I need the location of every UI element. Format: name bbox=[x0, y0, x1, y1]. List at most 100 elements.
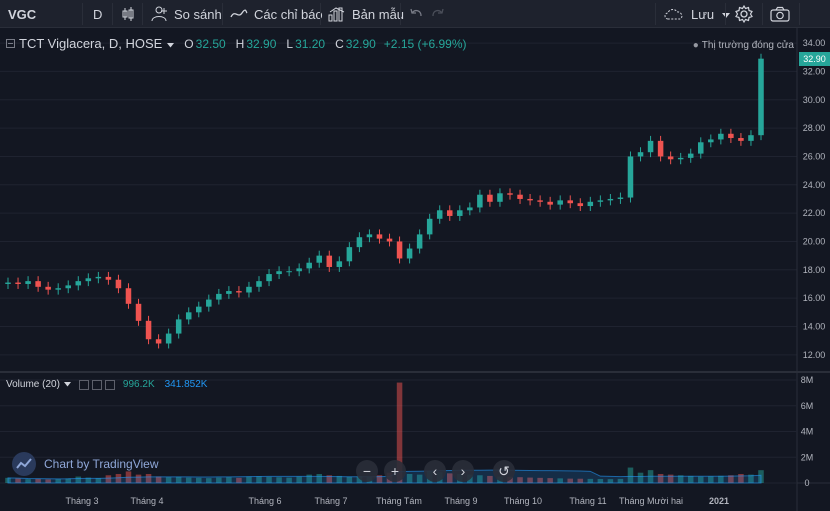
interval-button[interactable]: D bbox=[93, 0, 102, 28]
volume-bar bbox=[326, 475, 333, 483]
symbol-menu-icon[interactable] bbox=[167, 37, 175, 51]
volume-bar bbox=[155, 476, 162, 483]
eye-icon[interactable] bbox=[78, 379, 89, 390]
volume-bar bbox=[687, 475, 694, 483]
candle-body bbox=[346, 247, 353, 262]
symbol-title[interactable]: TCT Viglacera, D, HOSE bbox=[19, 36, 163, 51]
volume-bar bbox=[95, 478, 102, 483]
candle-body bbox=[296, 268, 302, 272]
candle-body bbox=[738, 138, 744, 141]
volume-bar bbox=[306, 474, 312, 483]
redo-button[interactable] bbox=[430, 0, 452, 28]
close-small-icon[interactable] bbox=[104, 379, 115, 390]
candle-body bbox=[416, 234, 423, 249]
volume-bar bbox=[336, 475, 343, 483]
candle-body bbox=[406, 248, 413, 259]
templates-icon bbox=[328, 6, 346, 22]
last-price-tag: 32.90 bbox=[799, 52, 830, 66]
zoom-in-button[interactable]: + bbox=[384, 460, 406, 482]
toolbar-divider bbox=[799, 3, 800, 25]
templates-button[interactable]: Bản mẫu bbox=[328, 0, 404, 28]
volume-tick-label: 6M bbox=[801, 401, 814, 411]
candle-body bbox=[467, 207, 473, 211]
volume-bar bbox=[276, 477, 282, 483]
plus-icon: + bbox=[390, 463, 400, 479]
tradingview-watermark[interactable]: Chart by TradingView bbox=[12, 452, 159, 476]
candle-body bbox=[386, 238, 393, 242]
candle-body bbox=[587, 201, 594, 207]
price-tick-label: 32.00 bbox=[803, 66, 826, 76]
close-value: 32.90 bbox=[345, 36, 376, 51]
price-tick-label: 22.00 bbox=[803, 208, 826, 218]
compare-label: So sánh bbox=[174, 6, 222, 22]
toolbar-divider bbox=[82, 3, 83, 25]
volume-bar bbox=[185, 477, 192, 483]
candle-body bbox=[165, 333, 172, 344]
time-tick-label: 2021 bbox=[709, 496, 729, 506]
minus-icon: − bbox=[362, 463, 372, 479]
volume-legend: Volume (20) 996.2K 341.852K bbox=[6, 379, 207, 390]
settings-button[interactable] bbox=[734, 0, 760, 28]
snapshot-button[interactable] bbox=[770, 0, 796, 28]
volume-bar bbox=[55, 479, 61, 483]
undo-icon bbox=[408, 6, 424, 22]
candle-body bbox=[256, 281, 262, 287]
redo-icon bbox=[430, 6, 446, 22]
candle-body bbox=[5, 282, 11, 284]
candle-body bbox=[115, 279, 122, 289]
volume-bar bbox=[406, 473, 413, 483]
candle-body bbox=[35, 281, 41, 287]
toolbar-divider bbox=[112, 3, 113, 25]
volume-bar bbox=[728, 475, 734, 483]
undo-button[interactable] bbox=[408, 0, 430, 28]
high-value: 32.90 bbox=[246, 36, 277, 51]
settings-small-icon[interactable] bbox=[91, 379, 102, 390]
candle-body bbox=[155, 339, 162, 344]
candle-body bbox=[708, 139, 714, 143]
candle-body bbox=[195, 306, 202, 313]
indicators-button[interactable]: Các chỉ báo bbox=[230, 0, 323, 28]
volume-bar bbox=[567, 478, 574, 483]
volume-bar bbox=[697, 476, 704, 483]
candle-body bbox=[728, 133, 734, 139]
candle-body bbox=[487, 194, 493, 202]
zoom-out-button[interactable]: − bbox=[356, 460, 378, 482]
scroll-left-button[interactable]: ‹ bbox=[424, 460, 446, 482]
volume-value: 996.2K bbox=[122, 379, 155, 390]
candle-body bbox=[547, 201, 553, 205]
scroll-right-button[interactable]: › bbox=[452, 460, 474, 482]
price-tick-label: 28.00 bbox=[803, 123, 826, 133]
volume-bar bbox=[216, 477, 222, 483]
price-tick-label: 14.00 bbox=[803, 321, 826, 331]
compare-button[interactable]: So sánh bbox=[150, 0, 222, 28]
volume-bar bbox=[416, 474, 423, 483]
candle-body bbox=[396, 241, 403, 259]
high-label: H bbox=[235, 36, 245, 51]
candle-body bbox=[366, 234, 373, 238]
close-label: C bbox=[335, 36, 344, 51]
candle-body bbox=[577, 203, 584, 207]
reset-chart-button[interactable]: ↺ bbox=[493, 460, 515, 482]
volume-title[interactable]: Volume (20) bbox=[6, 379, 60, 390]
volume-menu-icon[interactable] bbox=[63, 379, 71, 390]
minus-box-icon bbox=[6, 39, 15, 48]
price-tick-label: 34.00 bbox=[803, 38, 826, 48]
chart-style-button[interactable] bbox=[120, 0, 142, 28]
collapse-legend-button[interactable] bbox=[6, 39, 15, 48]
time-tick-label: Tháng 11 bbox=[569, 496, 606, 506]
candle-body bbox=[607, 198, 614, 201]
candle-body bbox=[45, 286, 51, 290]
volume-bar bbox=[738, 473, 744, 483]
volume-bar bbox=[206, 478, 212, 483]
toolbar-divider bbox=[725, 3, 726, 25]
candle-body bbox=[25, 281, 31, 284]
candle-body bbox=[748, 135, 754, 141]
volume-bar bbox=[25, 479, 31, 483]
chart-legend: TCT Viglacera, D, HOSE O 32.50 H 32.90 L 31… bbox=[6, 36, 467, 51]
symbol-search-button[interactable]: VGC bbox=[8, 0, 36, 28]
candle-body bbox=[647, 140, 654, 153]
volume-bar bbox=[607, 479, 614, 483]
candle-body bbox=[657, 140, 664, 157]
price-chart[interactable]: 34.00 32.00 30.00 28.00 26.00 24.00 22.00 20.00… bbox=[0, 28, 830, 511]
save-button[interactable]: Lưu bbox=[663, 0, 731, 28]
